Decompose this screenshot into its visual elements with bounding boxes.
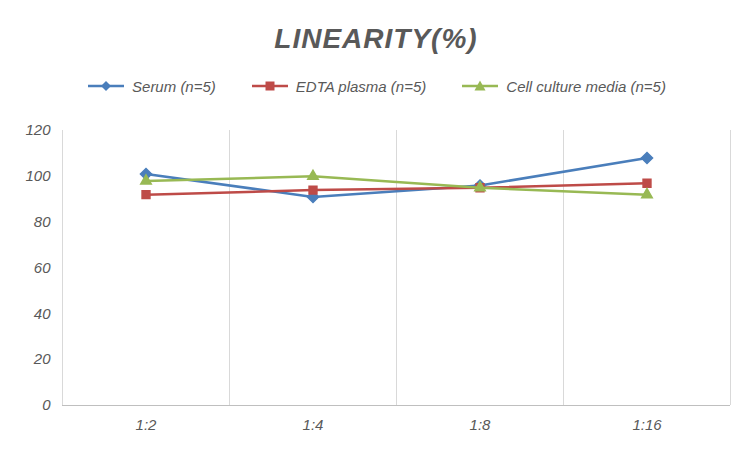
html-text:Serum (n=5): Serum (n=5) — [132, 77, 216, 95]
svg-text:20: 20 — [33, 350, 51, 367]
svg-text:1:2: 1:2 — [136, 416, 158, 433]
svg-text:1:4: 1:4 — [303, 416, 324, 433]
svg-text:60: 60 — [34, 259, 51, 276]
html-text:LINEARITY(%): LINEARITY(%) — [274, 23, 478, 54]
svg-text:100: 100 — [25, 167, 51, 184]
html-text:Cell culture media (n=5): Cell culture media (n=5) — [506, 77, 666, 95]
svg-text:40: 40 — [34, 305, 51, 322]
svg-text:1:16: 1:16 — [632, 416, 662, 433]
svg-text:80: 80 — [34, 213, 51, 230]
svg-text:120: 120 — [25, 121, 51, 138]
html-text:EDTA plasma (n=5): EDTA plasma (n=5) — [295, 77, 427, 95]
svg-text:1:8: 1:8 — [470, 416, 492, 433]
svg-text:0: 0 — [42, 396, 51, 413]
